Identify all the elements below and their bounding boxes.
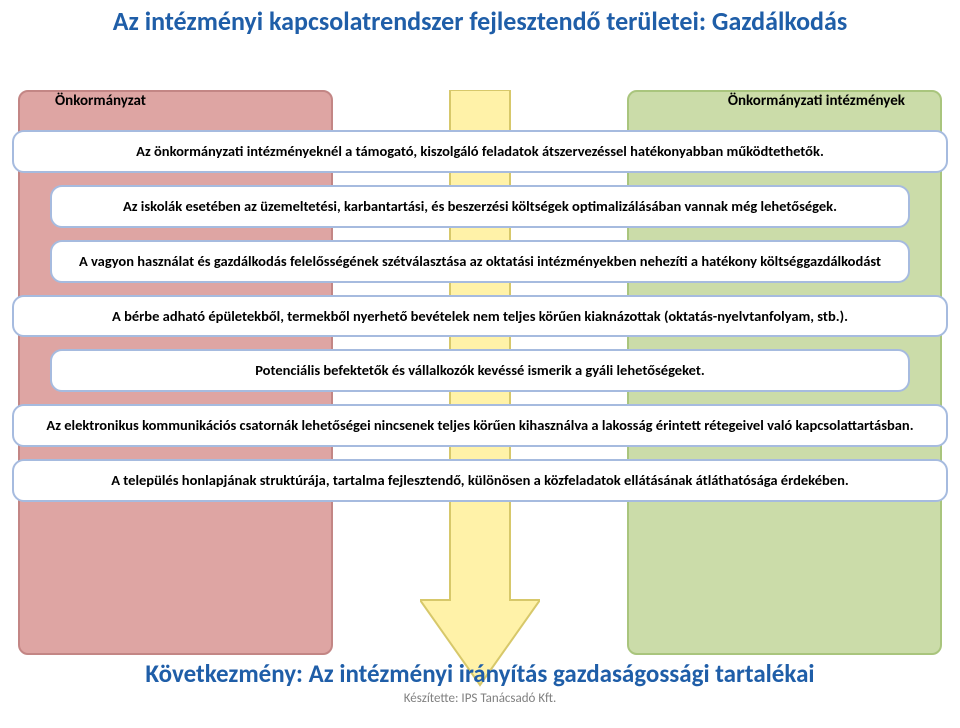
panel-labels: Önkormányzat Önkormányzati intézmények <box>0 92 960 110</box>
statement-box: Az iskolák esetében az üzemeltetési, kar… <box>50 185 910 228</box>
statement-box: A vagyon használat és gazdálkodás felelő… <box>50 240 910 283</box>
statement-box: Az elektronikus kommunikációs csatornák … <box>12 404 948 447</box>
statement-box: Potenciális befektetők és vállalkozók ke… <box>50 349 910 392</box>
statement-box: A bérbe adható épületekből, termekből ny… <box>12 295 948 338</box>
right-panel-label: Önkormányzati intézmények <box>728 92 905 110</box>
page-title: Az intézményi kapcsolatrendszer fejleszt… <box>0 0 960 37</box>
footer: Következmény: Az intézményi irányítás ga… <box>0 658 960 706</box>
left-panel-label: Önkormányzat <box>55 92 146 110</box>
footer-main: Következmény: Az intézményi irányítás ga… <box>0 658 960 689</box>
statement-box: Az önkormányzati intézményeknél a támoga… <box>12 130 948 173</box>
footer-sub: Készítette: IPS Tanácsadó Kft. <box>0 691 960 706</box>
statement-box: A település honlapjának struktúrája, tar… <box>12 459 948 502</box>
statements-list: Az önkormányzati intézményeknél a támoga… <box>0 130 960 502</box>
